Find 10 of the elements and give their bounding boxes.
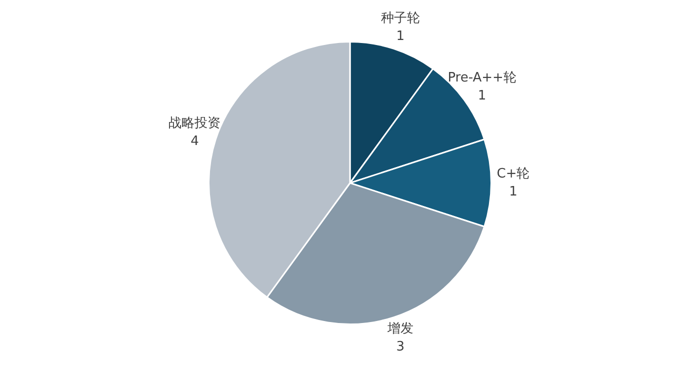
slice-label: 增发: [386, 322, 414, 337]
slice-label: 战略投资: [168, 116, 221, 131]
data-label: 1: [396, 29, 405, 44]
slice-label: 种子轮: [380, 11, 420, 26]
data-label: 1: [478, 88, 486, 104]
slice-label: C+轮: [496, 166, 530, 182]
data-label: 1: [509, 184, 518, 200]
slice-label: Pre-A++轮: [448, 70, 516, 86]
data-label: 4: [190, 134, 199, 149]
data-label: 3: [396, 340, 405, 355]
